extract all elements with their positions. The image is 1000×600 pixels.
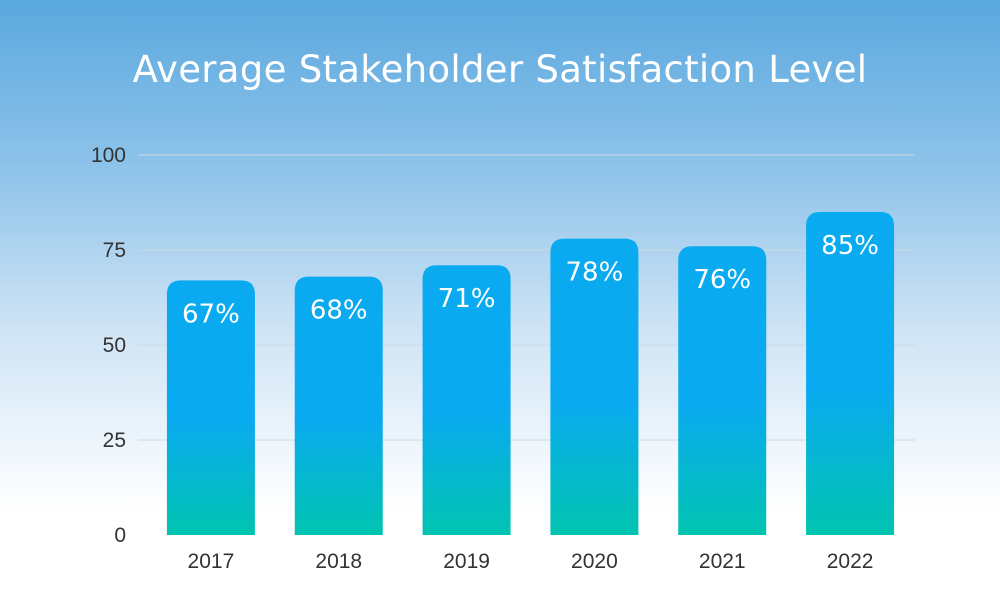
y-tick-label: 75 — [103, 239, 126, 262]
data-label-2019: 71% — [438, 284, 496, 314]
bar-2020 — [550, 238, 639, 535]
y-axis: 0 25 50 75 100 — [91, 144, 126, 547]
y-tick-label: 50 — [103, 334, 126, 357]
y-tick-label: 100 — [91, 144, 126, 167]
data-label-2022: 85% — [821, 231, 879, 261]
bar-2018 — [294, 276, 383, 535]
bar-2019 — [422, 265, 511, 535]
x-tick-label: 2019 — [443, 550, 490, 573]
x-axis: 2017 2018 2019 2020 2021 2022 — [188, 550, 874, 573]
bar-2021 — [678, 246, 767, 535]
chart-title: Average Stakeholder Satisfaction Level — [132, 48, 868, 91]
data-label-2018: 68% — [310, 296, 368, 326]
data-label-2020: 78% — [566, 258, 624, 288]
x-tick-label: 2020 — [571, 550, 618, 573]
bar-2017 — [166, 280, 255, 535]
y-tick-label: 25 — [103, 429, 126, 452]
bar-2022 — [806, 212, 895, 535]
grid-lines — [138, 154, 915, 441]
data-label-2021: 76% — [693, 265, 751, 295]
bars: 67% 68% 71% 78% 76% 85% — [166, 212, 895, 535]
x-tick-label: 2018 — [315, 550, 362, 573]
x-tick-label: 2017 — [188, 550, 235, 573]
data-label-2017: 67% — [182, 299, 240, 329]
x-tick-label: 2021 — [699, 550, 746, 573]
y-tick-label: 0 — [114, 524, 126, 547]
x-tick-label: 2022 — [827, 550, 874, 573]
